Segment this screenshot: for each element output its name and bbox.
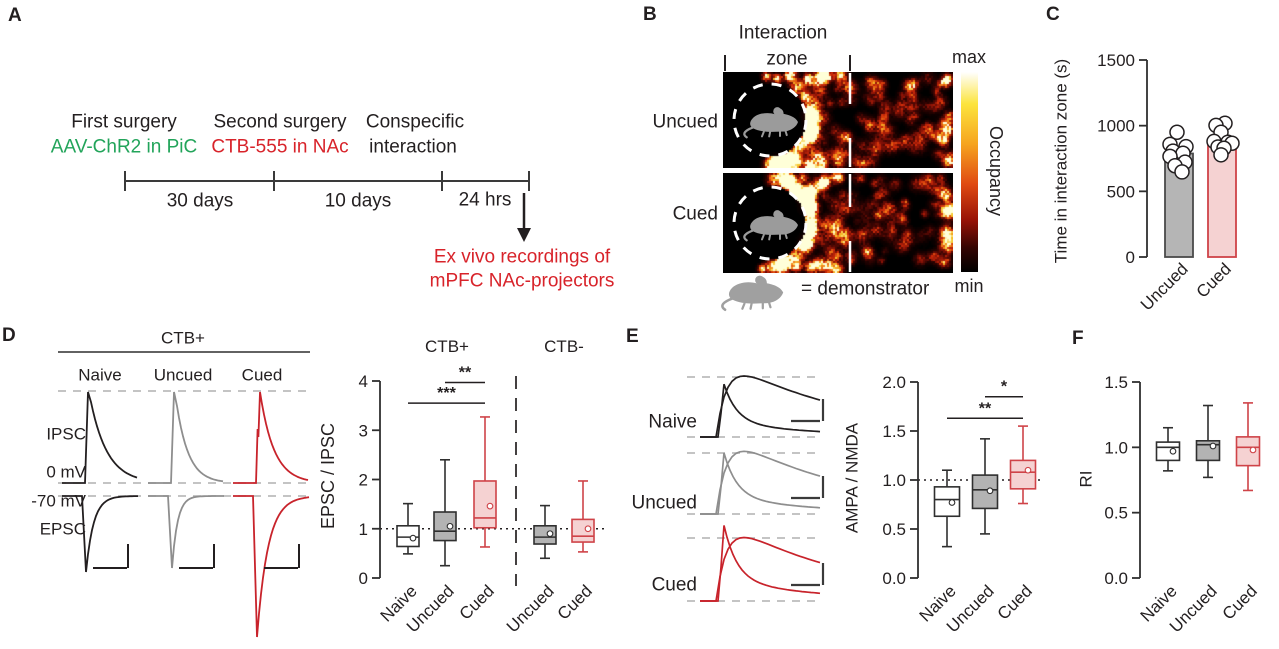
svg-text:500: 500: [1107, 182, 1135, 201]
mouse-icon: [743, 107, 798, 139]
panel-label-d: D: [2, 325, 16, 346]
svg-text:Cued: Cued: [1219, 581, 1261, 623]
svg-text:1000: 1000: [1097, 117, 1135, 136]
svg-text:0: 0: [359, 569, 368, 588]
d-label-epsc: EPSC: [39, 519, 86, 539]
d-col-naive: Naive: [78, 365, 122, 385]
d-label-ipsc: IPSC: [46, 424, 86, 444]
svg-text:**: **: [459, 364, 472, 381]
row-label-uncued: Uncued: [652, 111, 719, 133]
svg-text:4: 4: [359, 372, 368, 391]
svg-text:0.5: 0.5: [1104, 504, 1128, 523]
svg-text:Cued: Cued: [994, 581, 1036, 623]
svg-text:Cued: Cued: [456, 581, 498, 623]
zone-title-line1: Interaction: [738, 22, 828, 44]
svg-text:Cued: Cued: [554, 581, 596, 623]
event2-subtitle: CTB-555 in NAc: [211, 136, 349, 158]
e-row-uncued: Uncued: [631, 492, 698, 514]
panel-label-e: E: [626, 326, 639, 347]
svg-text:***: ***: [437, 385, 456, 402]
panel-label-a: A: [8, 5, 22, 26]
svg-text:0.0: 0.0: [882, 569, 906, 588]
svg-text:0: 0: [1126, 248, 1135, 267]
f-ylabel: RI: [1076, 470, 1096, 488]
svg-text:2: 2: [359, 471, 368, 490]
e-ylabel: AMPA / NMDA: [842, 422, 862, 534]
d-ylabel: EPSC / IPSC: [318, 422, 338, 530]
d-label-0mv: 0 mV: [46, 462, 86, 482]
e-row-cued: Cued: [651, 574, 697, 596]
svg-text:1.0: 1.0: [882, 471, 906, 490]
svg-text:1500: 1500: [1097, 51, 1135, 70]
svg-text:CTB+: CTB+: [425, 337, 469, 356]
occupancy-colorbar: [961, 72, 978, 272]
d-col-uncued: Uncued: [153, 365, 213, 385]
svg-text:Uncued: Uncued: [1137, 259, 1192, 314]
svg-text:3: 3: [359, 421, 368, 440]
mouse-icon: [743, 210, 798, 242]
svg-text:1.5: 1.5: [882, 422, 906, 441]
d-label-minus70mv: -70 mV: [31, 491, 86, 511]
event3-title: Conspecific: [365, 111, 465, 133]
svg-text:1.5: 1.5: [1104, 373, 1128, 392]
svg-text:1: 1: [359, 520, 368, 539]
svg-text:CTB-: CTB-: [544, 337, 584, 356]
event3-subtitle: interaction: [369, 136, 457, 158]
e-row-naive: Naive: [648, 411, 697, 433]
zone-title-line2: zone: [766, 48, 808, 70]
demonstrator-legend: = demonstrator: [801, 278, 930, 300]
svg-text:2.0: 2.0: [882, 373, 906, 392]
svg-text:0.0: 0.0: [1104, 569, 1128, 588]
timeline-graphic: [124, 171, 531, 242]
event2-title: Second surgery: [213, 111, 347, 133]
duration-10-days: 10 days: [324, 190, 392, 212]
event1-title: First surgery: [71, 111, 177, 133]
svg-text:Uncued: Uncued: [503, 581, 558, 636]
duration-24-hrs: 24 hrs: [458, 189, 512, 211]
panel-label-f: F: [1072, 328, 1084, 349]
mouse-icon: [721, 275, 784, 312]
d-example-traces: [58, 351, 312, 638]
event1-subtitle: AAV-ChR2 in PiC: [50, 136, 198, 158]
row-label-cued: Cued: [672, 203, 718, 225]
svg-text:**: **: [979, 400, 992, 417]
colorbar-max-label: max: [951, 47, 987, 67]
svg-text:*: *: [1001, 379, 1008, 396]
e-example-traces: [687, 375, 825, 602]
panel-label-b: B: [643, 4, 657, 25]
colorbar-axis-label: Occupancy: [986, 125, 1006, 217]
svg-text:1.0: 1.0: [1104, 438, 1128, 457]
barchart-C: 0 500 1000 1500 Uncued Cued: [1097, 51, 1240, 314]
colorbar-min-label: min: [954, 276, 984, 296]
outcome-line2: mPFC NAc-projectors: [429, 270, 615, 292]
c-ylabel: Time in interaction zone (s): [1051, 58, 1071, 264]
d-col-cued: Cued: [241, 365, 283, 385]
svg-text:0.5: 0.5: [882, 520, 906, 539]
panel-label-c: C: [1046, 4, 1060, 25]
outcome-line1: Ex vivo recordings of: [433, 246, 611, 268]
d-traces-header: CTB+: [161, 328, 205, 348]
duration-30-days: 30 days: [166, 190, 234, 212]
svg-text:Cued: Cued: [1193, 259, 1235, 301]
interaction-zone-graphic: [721, 55, 852, 312]
